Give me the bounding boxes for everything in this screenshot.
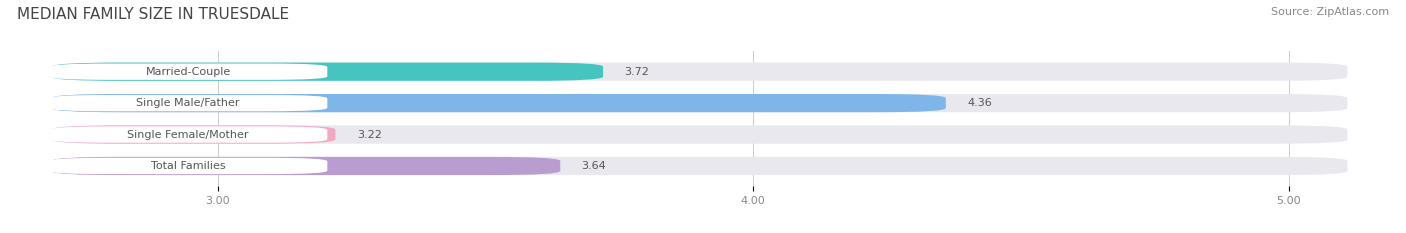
FancyBboxPatch shape — [49, 64, 328, 80]
Text: Total Families: Total Families — [150, 161, 225, 171]
Text: 3.22: 3.22 — [357, 130, 381, 140]
FancyBboxPatch shape — [52, 125, 336, 144]
FancyBboxPatch shape — [49, 95, 328, 111]
FancyBboxPatch shape — [49, 158, 328, 174]
FancyBboxPatch shape — [52, 94, 1347, 112]
FancyBboxPatch shape — [52, 157, 1347, 175]
Text: Source: ZipAtlas.com: Source: ZipAtlas.com — [1271, 7, 1389, 17]
FancyBboxPatch shape — [49, 126, 328, 143]
Text: Married-Couple: Married-Couple — [145, 67, 231, 77]
FancyBboxPatch shape — [52, 125, 1347, 144]
Text: 3.72: 3.72 — [624, 67, 650, 77]
FancyBboxPatch shape — [52, 63, 1347, 81]
Text: Single Male/Father: Single Male/Father — [136, 98, 240, 108]
Text: 3.64: 3.64 — [582, 161, 606, 171]
Text: 4.36: 4.36 — [967, 98, 993, 108]
Text: MEDIAN FAMILY SIZE IN TRUESDALE: MEDIAN FAMILY SIZE IN TRUESDALE — [17, 7, 290, 22]
Text: Single Female/Mother: Single Female/Mother — [128, 130, 249, 140]
FancyBboxPatch shape — [52, 63, 603, 81]
FancyBboxPatch shape — [52, 157, 560, 175]
FancyBboxPatch shape — [52, 94, 946, 112]
